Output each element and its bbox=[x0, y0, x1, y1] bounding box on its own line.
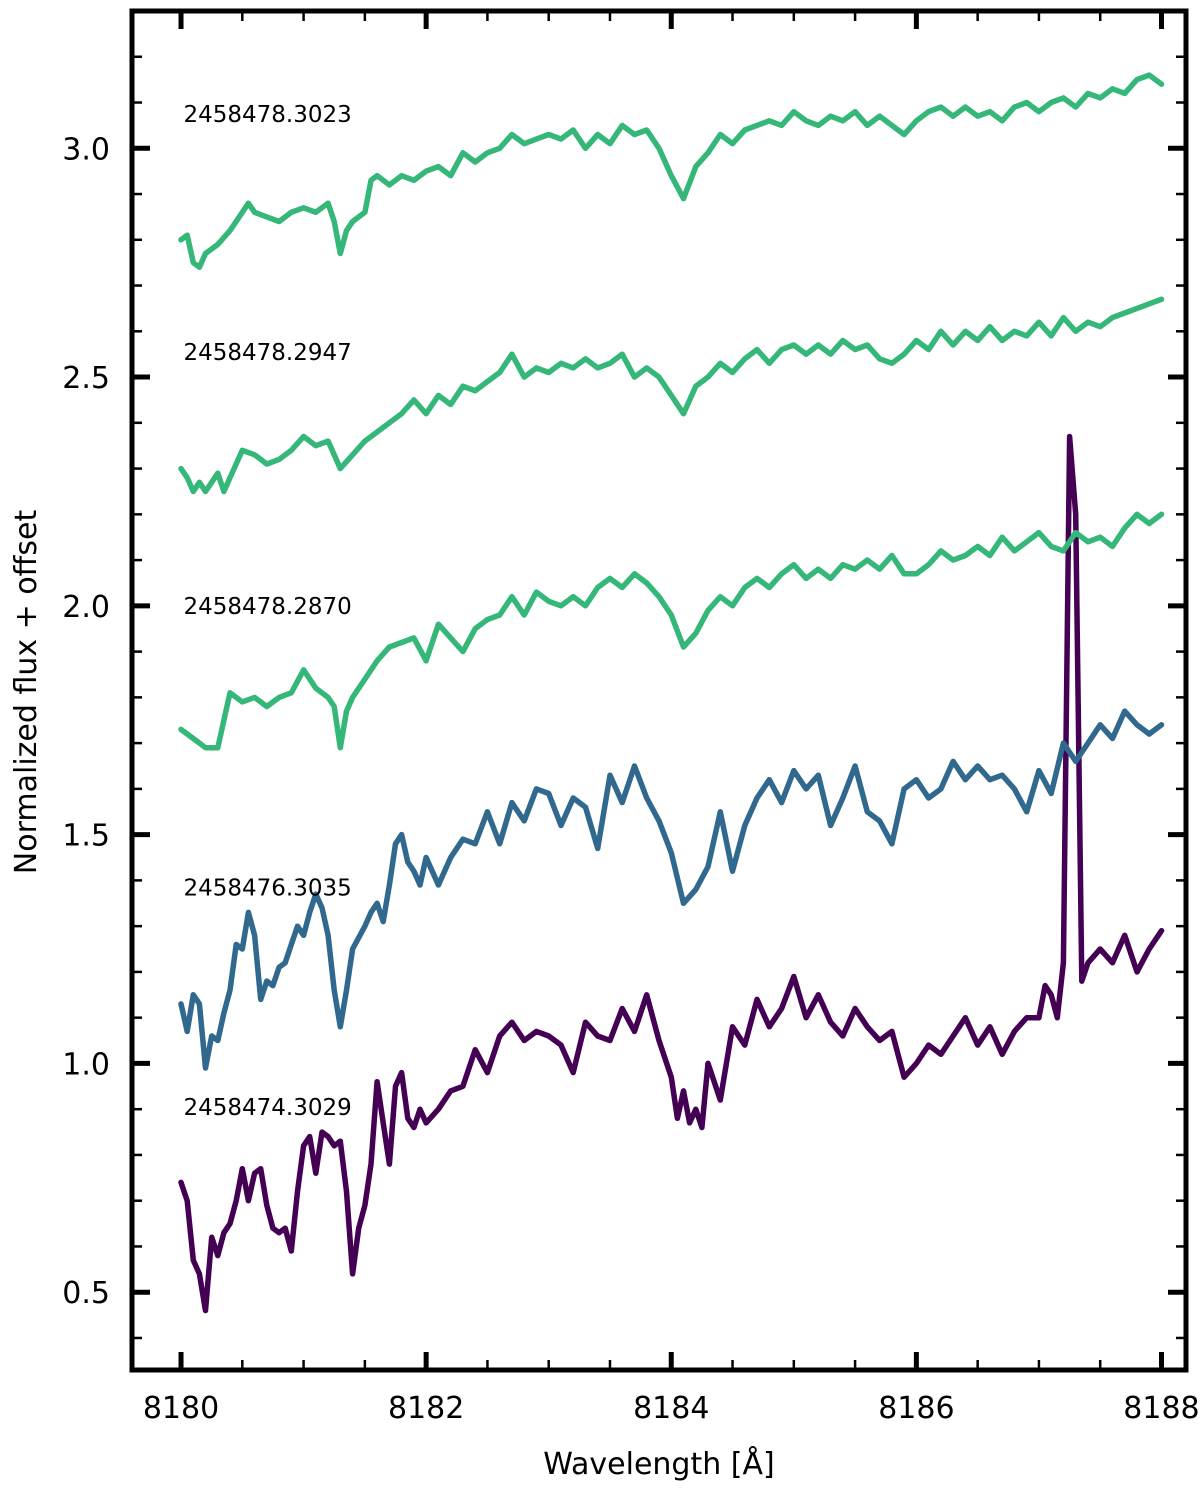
series-layer: 2458474.3029 2458476.3035 2458478.2870 2458… bbox=[178, 72, 1165, 1314]
y-tick-label: 3.0 bbox=[62, 132, 110, 167]
series-line-3 bbox=[178, 296, 1165, 495]
y-tick-label: 2.5 bbox=[62, 361, 110, 396]
series-line-2 bbox=[178, 511, 1165, 751]
y-tick-label: 2.0 bbox=[62, 590, 110, 625]
series-line-4 bbox=[178, 72, 1165, 270]
x-axis-title: Wavelength [Å] bbox=[543, 1446, 774, 1482]
series-label-2: 2458478.2870 bbox=[183, 594, 351, 620]
x-tick-label: 8186 bbox=[878, 1391, 954, 1426]
series-line-1 bbox=[178, 708, 1165, 1071]
series-label-1: 2458476.3035 bbox=[183, 875, 351, 901]
x-tick-label: 8182 bbox=[388, 1391, 464, 1426]
series-line-0 bbox=[178, 433, 1165, 1314]
y-tick-label: 1.0 bbox=[62, 1047, 110, 1082]
plot-frame bbox=[129, 8, 1189, 1373]
x-ticks: 8180 8182 8184 8186 8188 bbox=[143, 11, 1200, 1426]
x-tick-label: 8184 bbox=[633, 1391, 709, 1426]
x-tick-label: 8188 bbox=[1123, 1391, 1199, 1426]
y-tick-label: 1.5 bbox=[62, 819, 110, 854]
y-tick-label: 0.5 bbox=[62, 1276, 110, 1311]
series-label-4: 2458478.3023 bbox=[183, 102, 351, 128]
series-label-3: 2458478.2947 bbox=[183, 340, 351, 366]
series-label-0: 2458474.3029 bbox=[183, 1095, 351, 1121]
y-axis-title: Normalized flux + offset bbox=[9, 510, 44, 875]
x-tick-label: 8180 bbox=[143, 1391, 219, 1426]
